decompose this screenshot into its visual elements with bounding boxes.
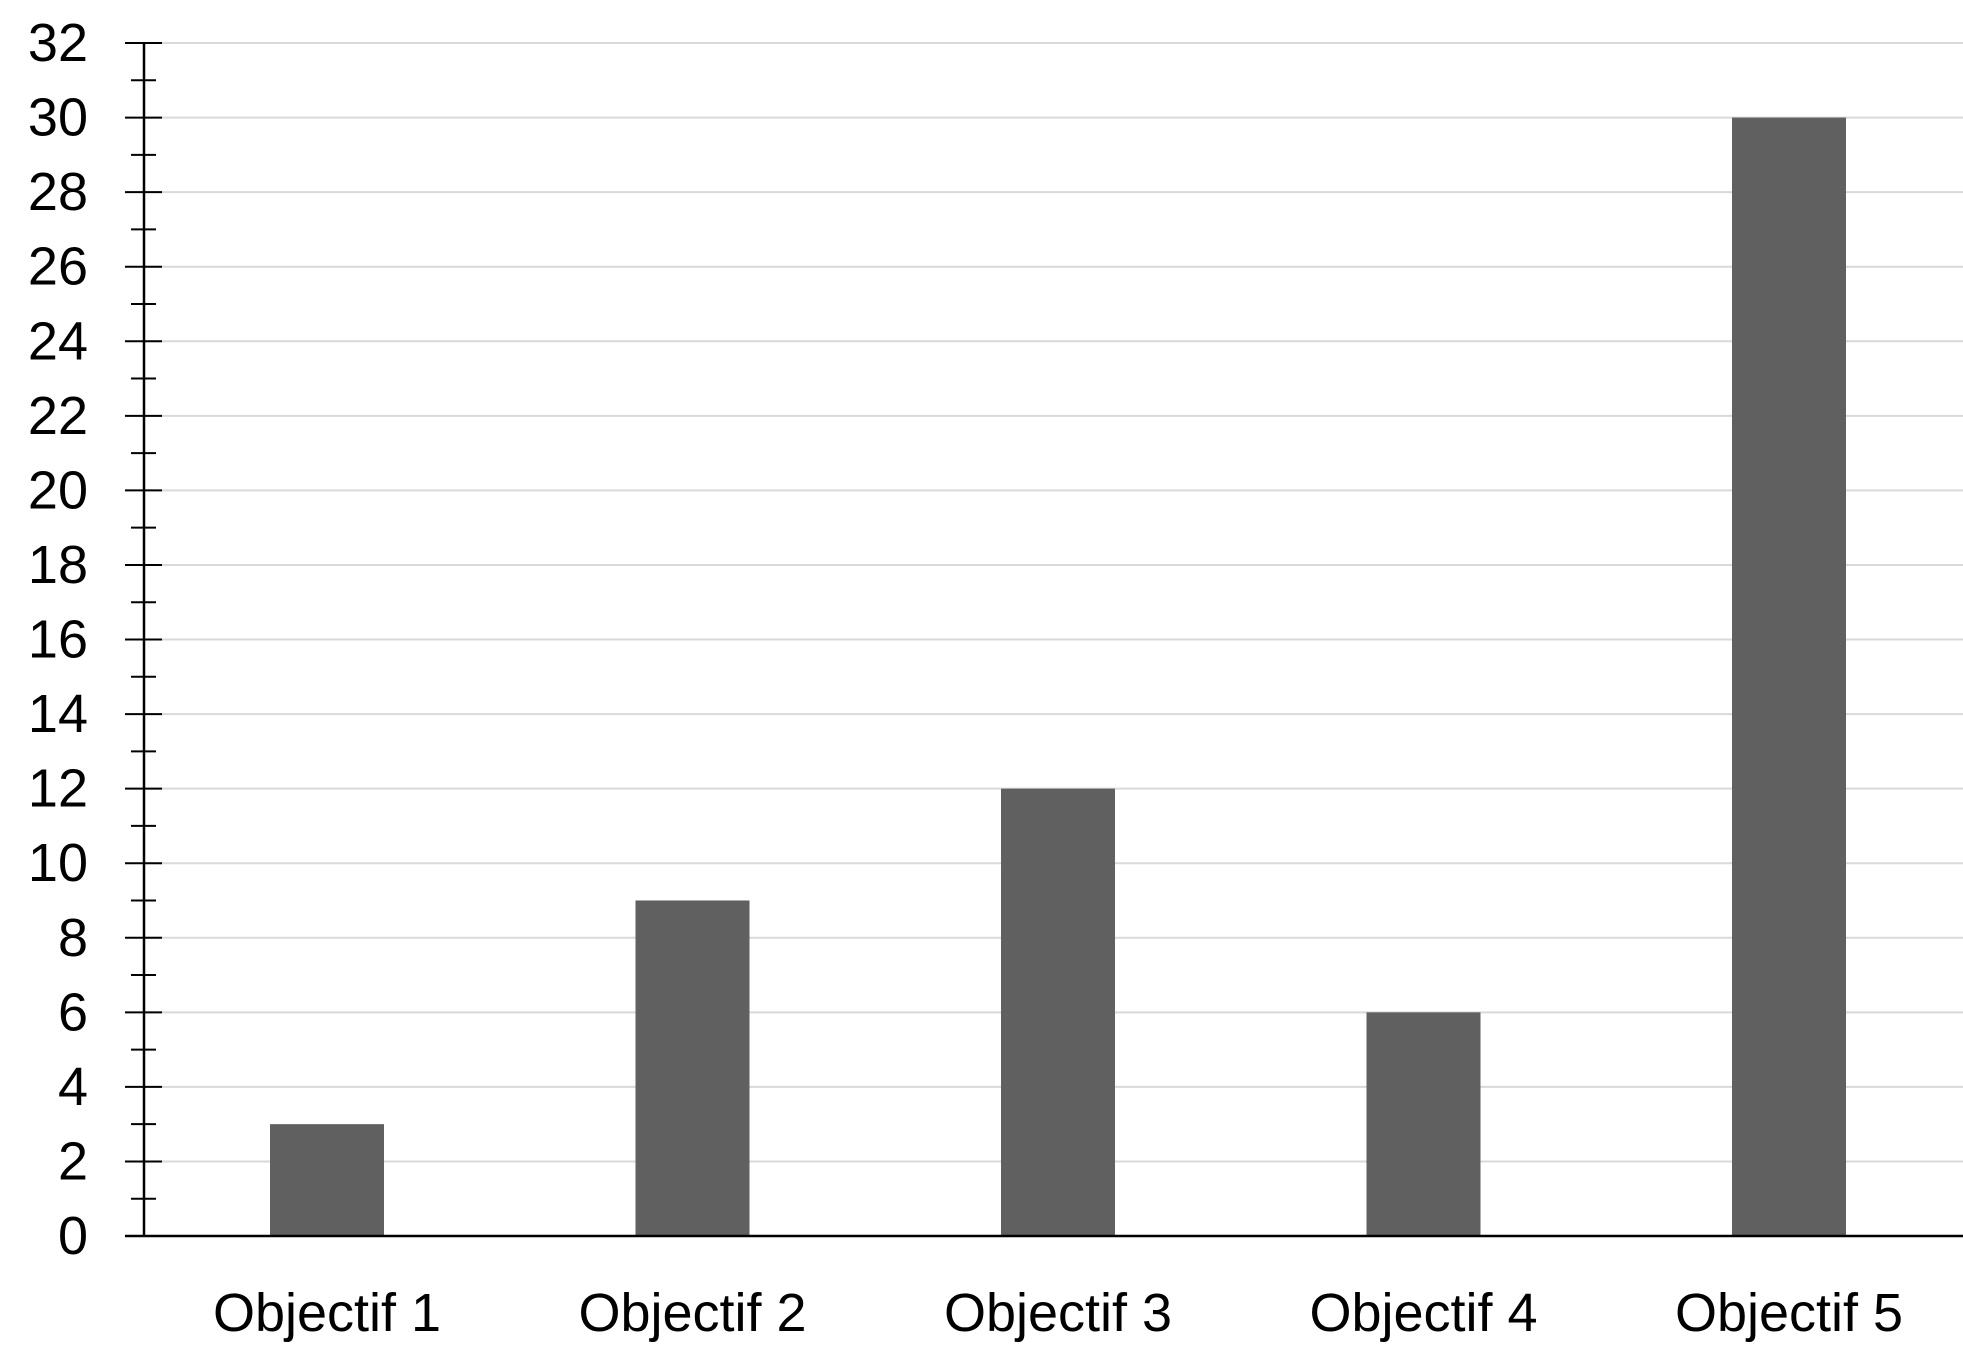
y-tick-label: 26 (28, 237, 88, 297)
y-tick-label: 22 (28, 386, 88, 446)
y-tick-label: 24 (28, 311, 88, 371)
y-tick-label: 14 (28, 684, 88, 744)
y-tick-label: 0 (58, 1206, 88, 1266)
bar (635, 900, 750, 1236)
bar (1001, 788, 1115, 1236)
bar (1732, 117, 1846, 1236)
x-tick-label: Objectif 5 (1675, 1283, 1903, 1343)
y-tick-label: 2 (58, 1131, 88, 1191)
x-tick-label: Objectif 2 (578, 1283, 806, 1343)
x-tick-labels: Objectif 1 Objectif 2 Objectif 3 Objectif 4… (213, 1283, 1903, 1343)
y-tick-label: 12 (28, 759, 88, 819)
y-tick-label: 20 (28, 460, 88, 520)
y-tick-label: 30 (28, 88, 88, 148)
bar (1366, 1012, 1481, 1236)
y-tick-label: 6 (58, 982, 88, 1042)
y-tick-label: 28 (28, 162, 88, 222)
x-tick-label: Objectif 4 (1309, 1283, 1537, 1343)
axes (125, 42, 1963, 1238)
y-tick-label: 32 (28, 13, 88, 73)
bars (270, 117, 1846, 1236)
y-tick-label: 8 (58, 908, 88, 968)
y-tick-label: 10 (28, 833, 88, 893)
x-tick-label: Objectif 3 (944, 1283, 1172, 1343)
x-tick-label: Objectif 1 (213, 1283, 441, 1343)
y-tick-label: 4 (58, 1057, 88, 1117)
y-tick-label: 18 (28, 535, 88, 595)
bar (270, 1124, 384, 1236)
y-tick-label: 16 (28, 610, 88, 670)
